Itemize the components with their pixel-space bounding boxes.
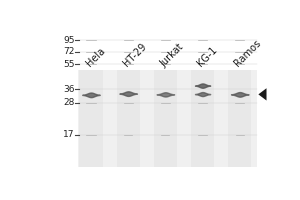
Bar [191, 70, 214, 167]
Text: 72: 72 [63, 47, 75, 56]
Bar [78, 70, 257, 167]
Text: 28: 28 [63, 98, 75, 107]
Bar [79, 70, 103, 167]
Text: KG-1: KG-1 [196, 45, 219, 69]
Text: 55: 55 [63, 60, 75, 69]
Text: 95: 95 [63, 36, 75, 45]
Polygon shape [258, 88, 266, 101]
Text: Hela: Hela [84, 46, 106, 69]
Bar [117, 70, 140, 167]
Bar [228, 70, 251, 167]
Bar [154, 70, 177, 167]
Text: 17: 17 [63, 130, 75, 139]
Text: Ramos: Ramos [233, 38, 263, 69]
Text: 36: 36 [63, 85, 75, 94]
Text: HT-29: HT-29 [121, 42, 148, 69]
Text: Jurkat: Jurkat [158, 41, 185, 69]
